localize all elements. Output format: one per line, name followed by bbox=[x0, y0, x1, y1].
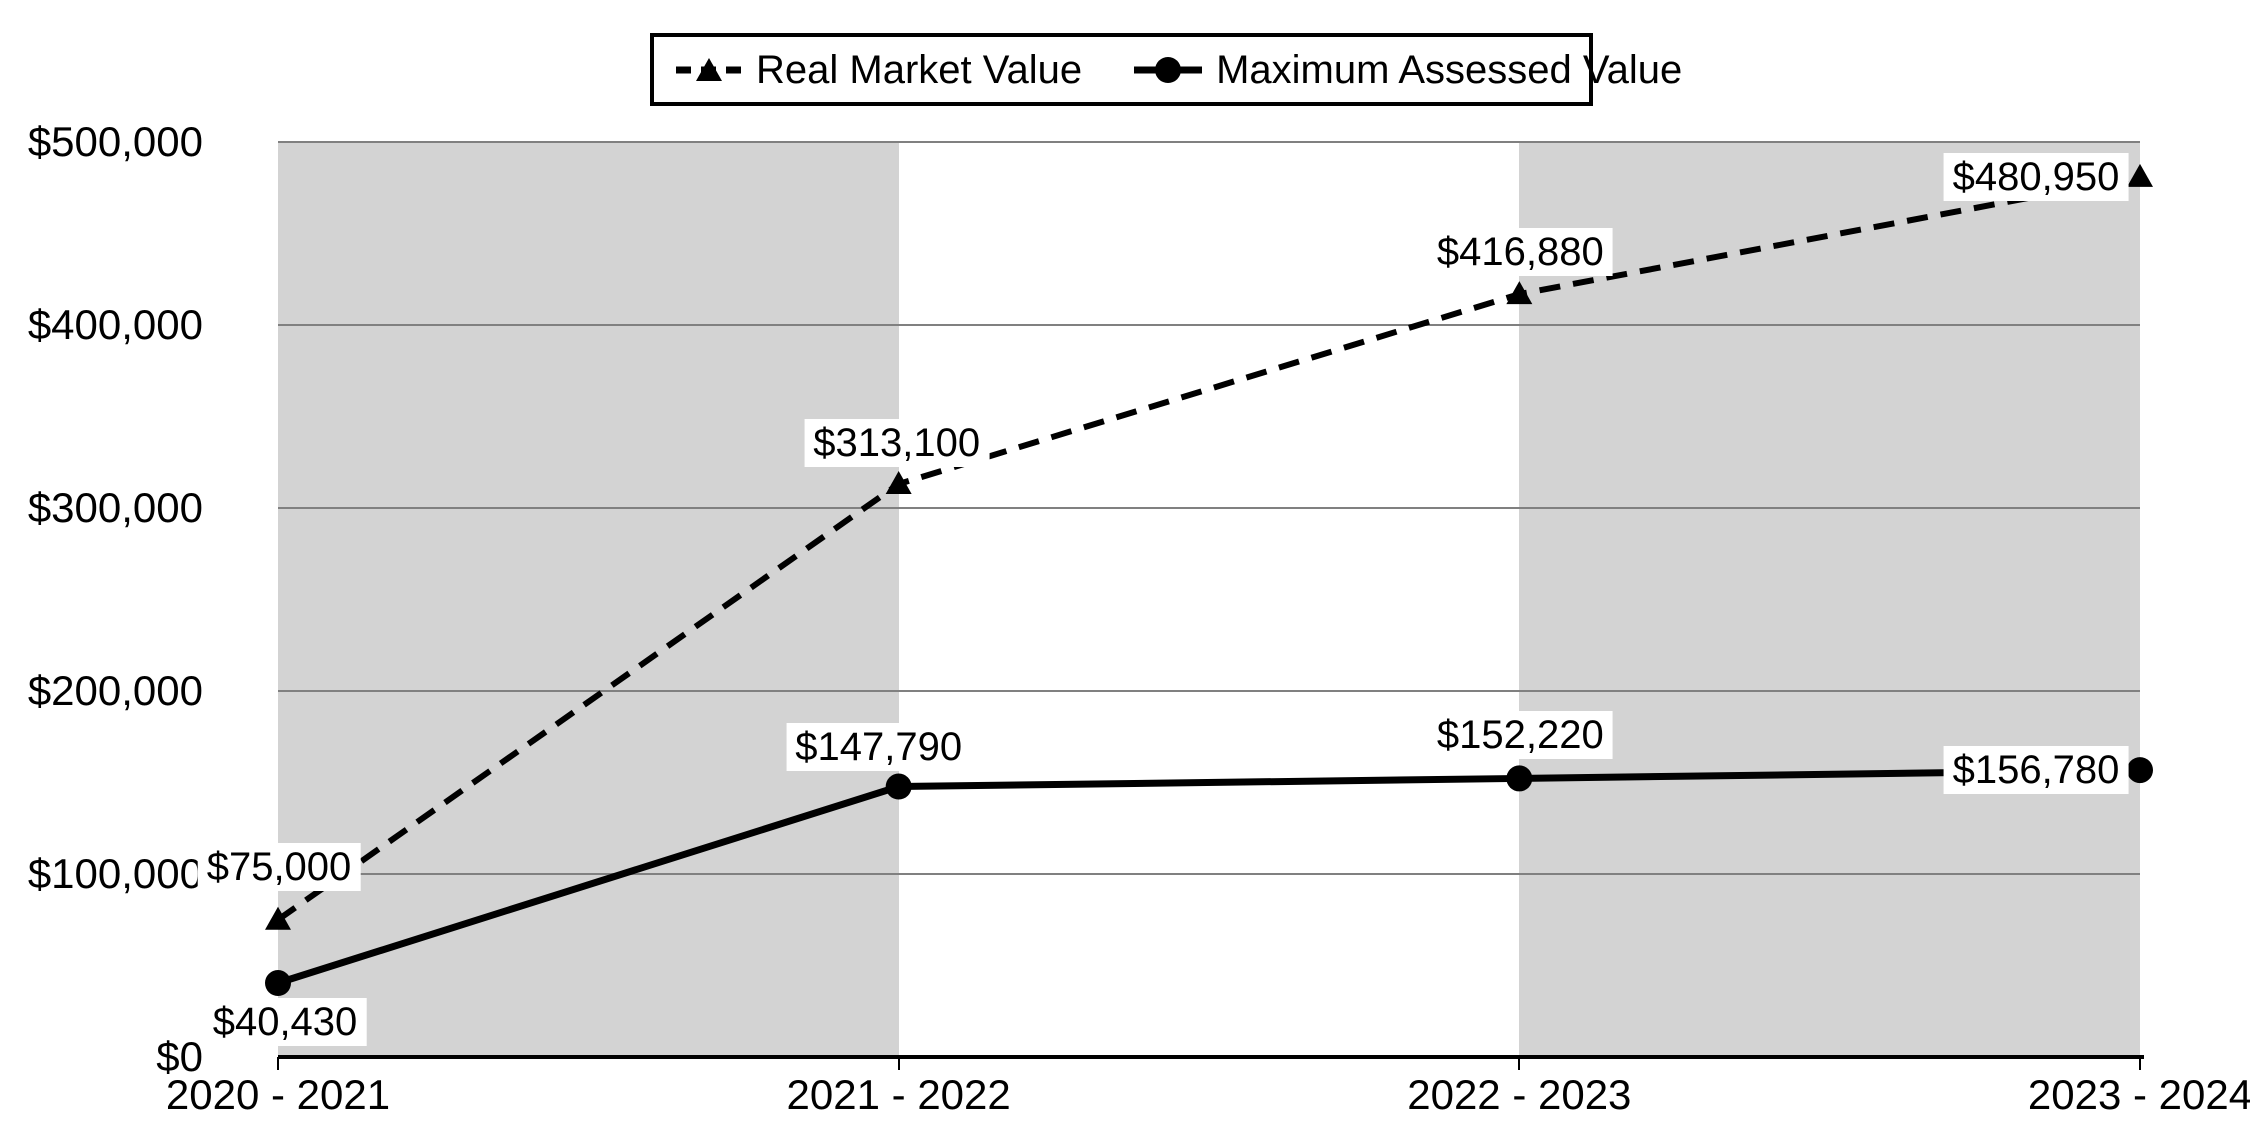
y-axis-tick-label: $200,000 bbox=[27, 667, 203, 714]
data-point-label: $40,430 bbox=[203, 998, 367, 1046]
plot-band bbox=[278, 142, 899, 1057]
y-gridline bbox=[278, 324, 2140, 326]
x-axis-category-label: 2021 - 2022 bbox=[786, 1071, 1011, 1118]
y-gridline bbox=[278, 690, 2140, 692]
series-line-0 bbox=[276, 173, 2141, 923]
x-axis-category-label: 2023 - 2024 bbox=[2027, 1071, 2250, 1118]
x-axis-tick bbox=[1518, 1057, 1521, 1070]
y-gridline bbox=[278, 141, 2140, 143]
y-axis-tick-label: $100,000 bbox=[27, 850, 203, 897]
legend-label-real-market-value: Real Market Value bbox=[756, 47, 1083, 92]
series-line-1 bbox=[276, 766, 2141, 987]
circle-marker bbox=[265, 970, 291, 997]
circle-marker bbox=[1506, 765, 1533, 792]
triangle-marker bbox=[265, 906, 291, 930]
y-axis-tick-label: $500,000 bbox=[27, 118, 203, 165]
x-axis-category-label: 2022 - 2023 bbox=[1407, 1071, 1632, 1118]
data-point-label: $152,220 bbox=[1427, 711, 1613, 760]
y-axis-tick-label: $300,000 bbox=[27, 484, 203, 531]
triangle-marker bbox=[2127, 163, 2153, 187]
legend-item-real-market-value: Real Market Value bbox=[676, 50, 1082, 90]
triangle-marker bbox=[885, 471, 912, 495]
y-gridline bbox=[278, 873, 2140, 875]
data-point-label: $416,880 bbox=[1427, 228, 1613, 277]
triangle-marker bbox=[1506, 281, 1533, 305]
data-point-label: $147,790 bbox=[786, 722, 972, 771]
y-gridline bbox=[278, 507, 2140, 509]
x-axis-tick bbox=[277, 1057, 279, 1070]
circle-marker bbox=[2127, 757, 2153, 784]
data-point-label: $75,000 bbox=[197, 842, 361, 891]
chart-legend: Real Market Value Maximum Assessed Value bbox=[650, 33, 1682, 106]
data-point-label: $156,780 bbox=[1943, 746, 2129, 795]
plot-band bbox=[1519, 142, 2140, 1057]
data-point-label: $313,100 bbox=[804, 419, 990, 468]
data-point-label: $480,950 bbox=[1943, 152, 2129, 201]
legend-item-maximum-assessed-value: Maximum Assessed Value bbox=[1134, 50, 1682, 90]
x-axis-category-label: 2020 - 2021 bbox=[165, 1071, 391, 1118]
dashed-line-triangle-marker-icon bbox=[676, 57, 742, 81]
solid-line-circle-marker-icon bbox=[1134, 56, 1203, 83]
circle-marker bbox=[885, 773, 912, 800]
x-axis-line bbox=[278, 1055, 2144, 1059]
y-axis-tick-label: $0 bbox=[156, 1033, 203, 1080]
y-axis-tick-label: $400,000 bbox=[27, 301, 203, 348]
x-axis-tick bbox=[2139, 1057, 2141, 1070]
x-axis-tick bbox=[897, 1057, 900, 1070]
legend-label-maximum-assessed-value: Maximum Assessed Value bbox=[1216, 47, 1683, 92]
